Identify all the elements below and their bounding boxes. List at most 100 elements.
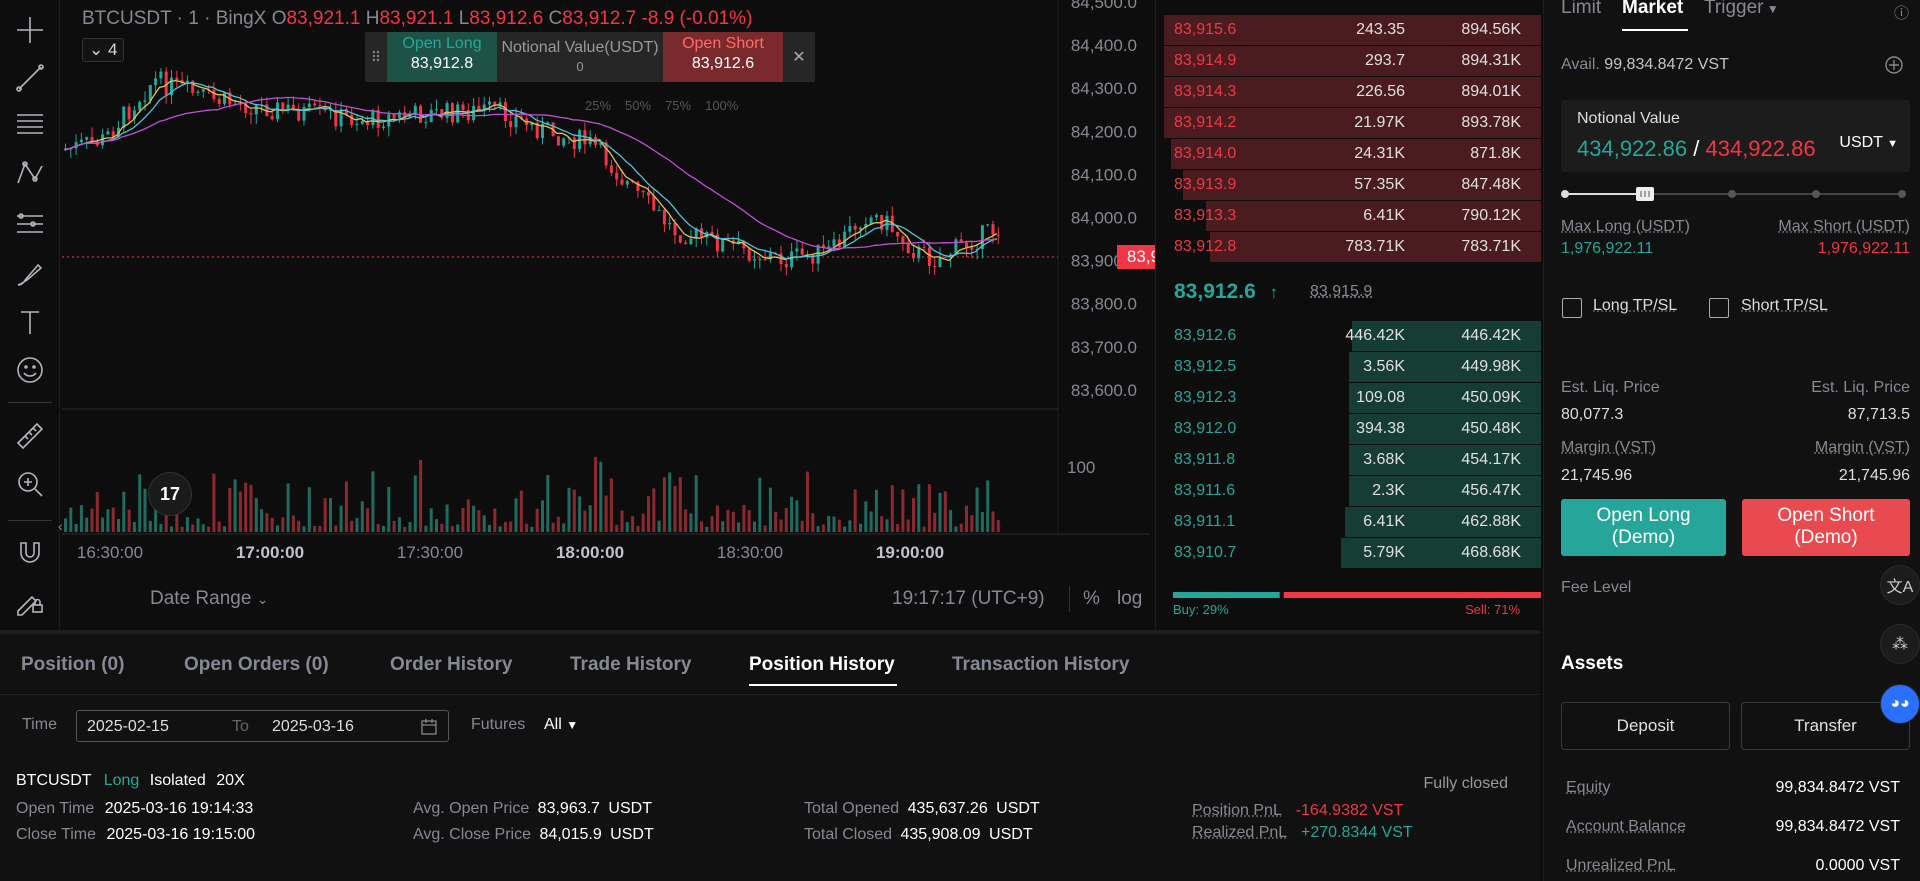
volume-bar: [382, 526, 385, 532]
info-icon[interactable]: ⓘ: [1894, 5, 1910, 22]
ask-row[interactable]: 83,913.3 6.41K 790.12K: [1156, 201, 1541, 232]
quick-pct-2[interactable]: 50%: [625, 98, 652, 113]
tab-transaction-history[interactable]: Transaction History: [952, 654, 1130, 675]
translate-icon[interactable]: 文A: [1880, 565, 1920, 605]
pattern-icon[interactable]: [10, 154, 50, 194]
zoom-in-icon[interactable]: [10, 464, 50, 504]
candle-body: [74, 142, 78, 149]
mark-price[interactable]: 83,915.9: [1310, 283, 1373, 300]
close-icon[interactable]: ✕: [792, 49, 806, 66]
price-chart[interactable]: 84,500.0 84,400.0 84,300.0 84,200.0 84,100.0…: [62, 0, 1203, 630]
lock-drawing-icon[interactable]: [10, 580, 50, 620]
tab-position[interactable]: Position (0): [21, 654, 125, 675]
ask-row[interactable]: 83,914.2 21.97K 893.78K: [1156, 108, 1541, 139]
horizontal-lines-icon[interactable]: [10, 104, 50, 144]
unit-select[interactable]: USDT ▼: [1839, 134, 1898, 152]
quick-pct-4[interactable]: 100%: [705, 98, 739, 113]
bid-row[interactable]: 83,911.6 2.3K 456.47K: [1156, 476, 1541, 507]
chat-bot-icon[interactable]: ◕◕: [1880, 684, 1920, 724]
crosshair-icon[interactable]: [10, 10, 50, 50]
volume-bar: [79, 505, 83, 532]
amount-slider[interactable]: [1561, 182, 1910, 206]
ruler-icon[interactable]: [10, 416, 50, 456]
bid-row[interactable]: 83,912.0 394.38 450.48K: [1156, 414, 1541, 445]
ask-row[interactable]: 83,914.3 226.56 894.01K: [1156, 77, 1541, 108]
short-tpsl-label[interactable]: Short TP/SL: [1741, 297, 1828, 314]
ask-row[interactable]: 83,915.6 243.35 894.56K: [1156, 15, 1541, 46]
tab-position-history[interactable]: Position History: [749, 654, 895, 675]
brush-icon[interactable]: [10, 254, 50, 294]
open-long-button[interactable]: Open Long (Demo): [1561, 499, 1726, 556]
candle-body: [965, 242, 968, 248]
percent-scale-button[interactable]: %: [1083, 588, 1100, 609]
indicators-toggle[interactable]: ⌄ 4: [82, 38, 125, 62]
add-funds-icon[interactable]: [1884, 55, 1904, 75]
ask-row[interactable]: 83,914.0 24.31K 871.8K: [1156, 139, 1541, 170]
depth-bar: [1163, 77, 1541, 107]
notional-input[interactable]: Notional Value(USDT) 0: [497, 32, 663, 82]
bid-row[interactable]: 83,911.1 6.41K 462.88K: [1156, 507, 1541, 538]
date-range-button[interactable]: Date Range ⌄: [150, 588, 268, 610]
fib-icon[interactable]: [10, 204, 50, 244]
log-scale-button[interactable]: log: [1117, 588, 1143, 609]
bid-row[interactable]: 83,912.6 446.42K 446.42K: [1156, 321, 1541, 352]
tab-trade-history[interactable]: Trade History: [570, 654, 692, 675]
volume-bar: [228, 487, 232, 532]
volume-bar: [212, 473, 216, 532]
candle-body: [869, 217, 873, 225]
date-to[interactable]: 2025-03-16: [272, 718, 354, 735]
quick-open-short-button[interactable]: Open Short 83,912.6: [663, 32, 783, 82]
magnet-icon[interactable]: [10, 532, 50, 572]
volume-bar: [880, 516, 884, 532]
tab-order-history[interactable]: Order History: [390, 654, 513, 675]
bid-row[interactable]: 83,911.8 3.68K 454.17K: [1156, 445, 1541, 476]
open-short-button[interactable]: Open Short (Demo): [1742, 499, 1910, 556]
ask-row[interactable]: 83,913.9 57.35K 847.48K: [1156, 170, 1541, 201]
notional-value-field[interactable]: Notional Value 434,922.86 / 434,922.86 U…: [1561, 100, 1910, 172]
calendar-icon[interactable]: [420, 718, 438, 736]
quick-pct-1[interactable]: 25%: [585, 98, 612, 113]
quick-pct-3[interactable]: 75%: [665, 98, 692, 113]
short-tpsl-checkbox[interactable]: [1709, 298, 1729, 318]
long-tpsl-label[interactable]: Long TP/SL: [1593, 297, 1678, 314]
tab-limit[interactable]: Limit: [1561, 0, 1602, 18]
deposit-button[interactable]: Deposit: [1561, 702, 1730, 750]
chart-clock[interactable]: 19:17:17 (UTC+9): [892, 588, 1045, 609]
bid-row[interactable]: 83,912.5 3.56K 449.98K: [1156, 352, 1541, 383]
collapse-arrow-icon[interactable]: ‹: [58, 518, 63, 534]
volume-bar: [954, 526, 958, 532]
quick-open-short-label: Open Short: [682, 35, 764, 52]
bid-row[interactable]: 83,912.3 109.08 450.09K: [1156, 383, 1541, 414]
tab-market[interactable]: Market: [1622, 0, 1684, 18]
ask-row[interactable]: 83,914.9 293.7 894.31K: [1156, 46, 1541, 77]
text-icon[interactable]: [10, 302, 50, 342]
volume-bar: [148, 520, 152, 532]
ob-total: 450.48K: [1461, 420, 1521, 437]
volume-bar: [117, 518, 120, 532]
drag-handle-icon[interactable]: ⠿: [370, 48, 382, 65]
apps-icon[interactable]: ⁂: [1880, 624, 1920, 664]
emoji-icon[interactable]: [10, 350, 50, 390]
long-tpsl-checkbox[interactable]: [1562, 298, 1582, 318]
tab-open-orders[interactable]: Open Orders (0): [184, 654, 329, 675]
candlestick-canvas[interactable]: 84,500.0 84,400.0 84,300.0 84,200.0 84,100.0…: [62, 0, 1150, 630]
futures-filter-select[interactable]: All ▼: [544, 716, 578, 734]
bid-row[interactable]: 83,910.7 5.79K 468.68K: [1156, 538, 1541, 569]
balance-label: Account Balance: [1566, 818, 1687, 835]
date-from[interactable]: 2025-02-15: [87, 718, 169, 735]
volume-bar: [556, 516, 560, 532]
transfer-button[interactable]: Transfer: [1741, 702, 1910, 750]
candle-body: [609, 165, 613, 173]
buy-sell-ratio-bar: [1173, 592, 1541, 598]
tradingview-logo[interactable]: 17: [148, 472, 192, 516]
symbol-label[interactable]: BTCUSDT · 1 · BingX: [82, 8, 267, 29]
record-symbol[interactable]: BTCUSDT: [16, 772, 92, 789]
date-range-picker[interactable]: 2025-02-15 To 2025-03-16: [76, 710, 449, 742]
ask-row[interactable]: 83,912.8 783.71K 783.71K: [1156, 232, 1541, 263]
volume-bar: [747, 510, 751, 532]
trend-line-icon[interactable]: [10, 58, 50, 98]
tab-trigger[interactable]: Trigger ▼: [1704, 0, 1779, 19]
volume-bar: [737, 522, 741, 532]
fee-level[interactable]: Fee Level: [1561, 579, 1632, 596]
quick-open-long-button[interactable]: Open Long 83,912.8: [387, 32, 497, 82]
